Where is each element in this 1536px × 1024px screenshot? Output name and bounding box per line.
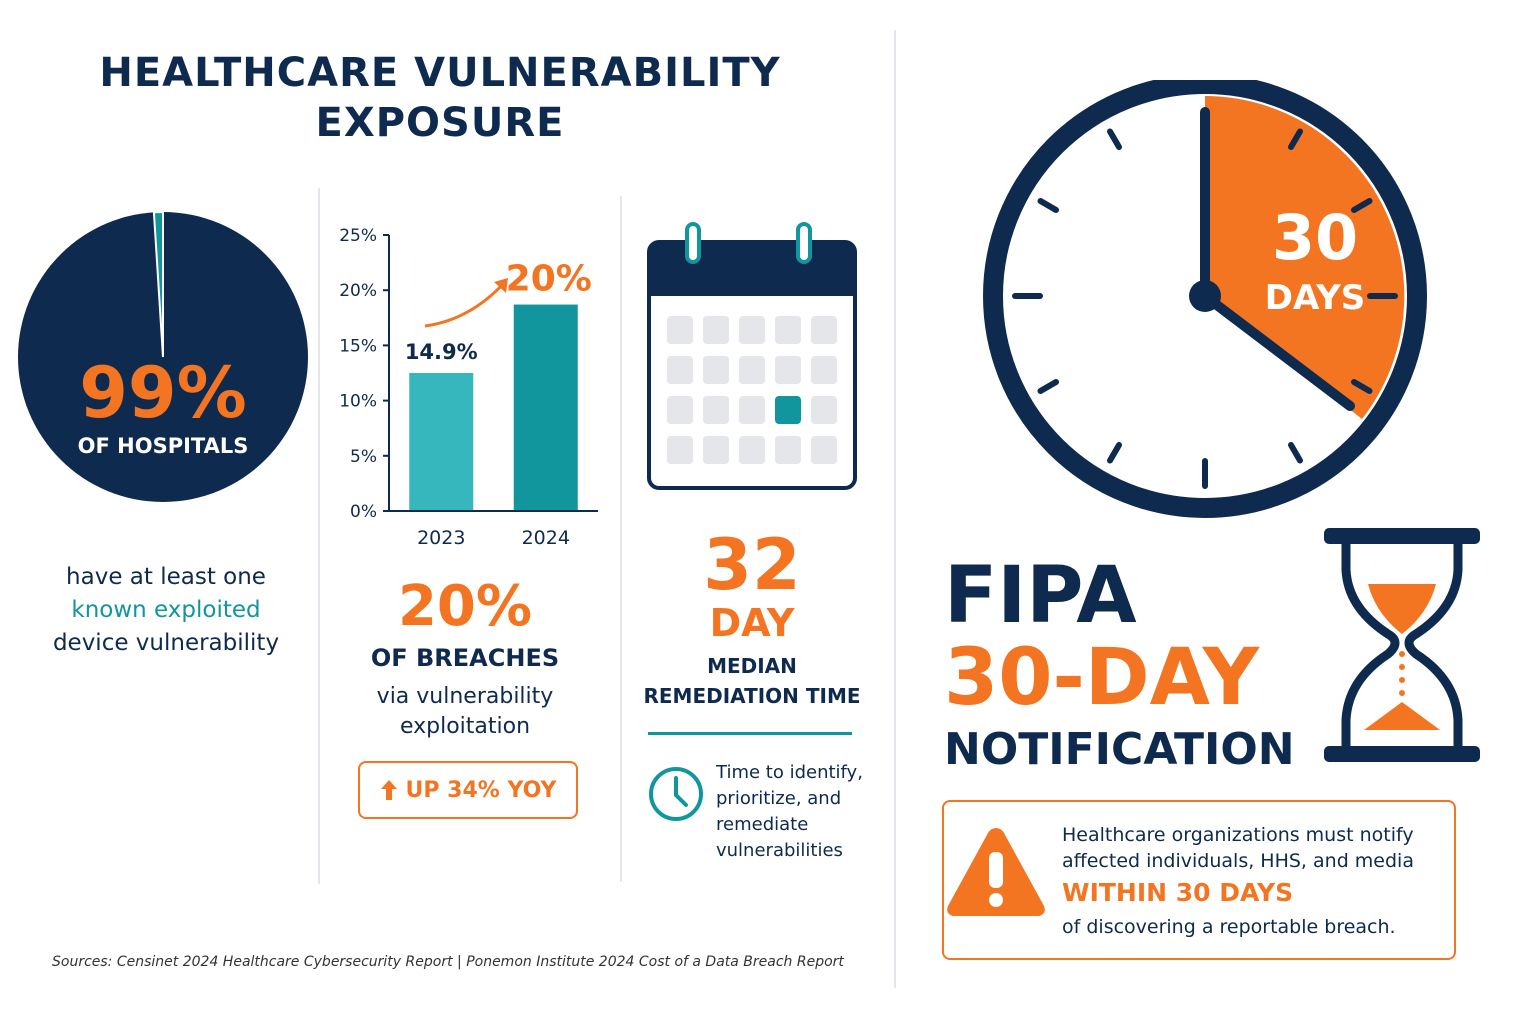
divider [318, 188, 320, 884]
calendar-day [811, 436, 837, 464]
breaches-desc-line-2: exploitation [399, 714, 531, 739]
remediation-label-2: REMEDIATION TIME [643, 684, 861, 708]
calendar-day [703, 356, 729, 384]
notice-box [942, 800, 1456, 960]
calendar-day [739, 436, 765, 464]
notice-highlight: WITHIN 30 DAYS [1062, 878, 1294, 907]
calendar-day [739, 396, 765, 424]
y-tick-label: 15% [339, 336, 377, 356]
hospitals-percent: 99% [79, 352, 247, 434]
hospitals-pie-chart [18, 210, 308, 502]
clock-icon [649, 767, 703, 821]
calendar-day [667, 436, 693, 464]
yoy-badge-label: UP 34% YOY [405, 777, 557, 803]
warning-icon [947, 828, 1045, 916]
data-label: 14.9% [405, 340, 478, 364]
stopwatch-tick [1037, 198, 1059, 213]
calendar-day [667, 316, 693, 344]
remediation-days: 32 [703, 524, 801, 606]
stopwatch-tick [1351, 198, 1373, 213]
arrow-up-icon [380, 780, 397, 800]
notice-line-1: Healthcare organizations must notify [1062, 824, 1414, 846]
fipa-line-3: NOTIFICATION [944, 724, 1295, 775]
calendar-day [811, 316, 837, 344]
remediation-unit: DAY [709, 601, 795, 645]
yoy-badge: UP 34% YOY [358, 761, 578, 819]
calendar-day [775, 316, 801, 344]
fipa-line-2: 30-DAY [944, 633, 1260, 723]
y-tick-label: 25% [339, 226, 377, 246]
y-tick-label: 10% [339, 392, 377, 412]
page-title: HEALTHCARE VULNERABILITY EXPOSURE [40, 48, 840, 148]
breaches-bar-chart: 0% 5% 10% 15% 20% 25% 2023 14.9% 2024 20% [339, 226, 598, 549]
stopwatch-tick [1288, 442, 1303, 464]
remediation-desc: Time to identify, prioritize, and remedi… [716, 762, 863, 861]
bar-2023 [409, 373, 474, 510]
breaches-desc-line-1: via vulnerability [376, 684, 554, 709]
x-tick-label: 2024 [522, 527, 570, 549]
breaches-percent: 20% [397, 574, 533, 639]
calendar-day [775, 436, 801, 464]
calendar-day [667, 396, 693, 424]
stopwatch-tick [1107, 442, 1122, 464]
hospitals-label: OF HOSPITALS [77, 434, 249, 458]
stopwatch-tick [1107, 128, 1122, 150]
pie-slice-small [152, 210, 164, 358]
stopwatch-icon [983, 80, 1427, 518]
breaches-label: OF BREACHES [370, 644, 560, 672]
divider [894, 30, 896, 988]
y-tick-label: 20% [339, 281, 377, 301]
hourglass-icon [1324, 528, 1480, 762]
x-tick-label: 2023 [417, 527, 465, 549]
timer-unit: DAYS [1264, 278, 1366, 318]
remediation-label-1: MEDIAN [707, 654, 797, 678]
trend-arrow-head [494, 278, 508, 293]
divider [620, 196, 622, 882]
calendar-day [811, 356, 837, 384]
hospitals-desc-line-1: have at least one [66, 564, 266, 590]
notice-line-4: of discovering a reportable breach. [1062, 916, 1396, 938]
stopwatch-tick [1351, 379, 1373, 394]
calendar-highlight-day [775, 396, 801, 424]
title-line-1: HEALTHCARE VULNERABILITY [99, 50, 781, 96]
y-tick-label: 5% [350, 447, 377, 467]
calendar-day [703, 396, 729, 424]
trend-arrow [424, 280, 507, 328]
hospitals-desc-highlight: known exploited [71, 597, 261, 623]
calendar-day [739, 356, 765, 384]
bar-2024 [513, 304, 578, 510]
title-line-2: EXPOSURE [315, 100, 565, 146]
calendar-day [739, 316, 765, 344]
stopwatch-segment [1205, 96, 1405, 419]
y-tick-label: 0% [350, 502, 377, 522]
remediation-divider [648, 732, 852, 735]
calendar-day [703, 436, 729, 464]
hospitals-desc-line-3: device vulnerability [52, 630, 280, 656]
timer-number: 30 [1271, 201, 1359, 274]
calendar-day [775, 356, 801, 384]
notice-line-2: affected individuals, HHS, and media [1062, 850, 1414, 872]
data-label: 20% [506, 259, 592, 300]
sources: Sources: Censinet 2024 Healthcare Cybers… [52, 954, 844, 970]
calendar-day [667, 356, 693, 384]
stopwatch-tick [1288, 128, 1303, 150]
fipa-line-1: FIPA [944, 551, 1137, 641]
calendar-day [811, 396, 837, 424]
stopwatch-tick [1037, 379, 1059, 394]
calendar-day [703, 316, 729, 344]
calendar-icon [647, 222, 857, 490]
